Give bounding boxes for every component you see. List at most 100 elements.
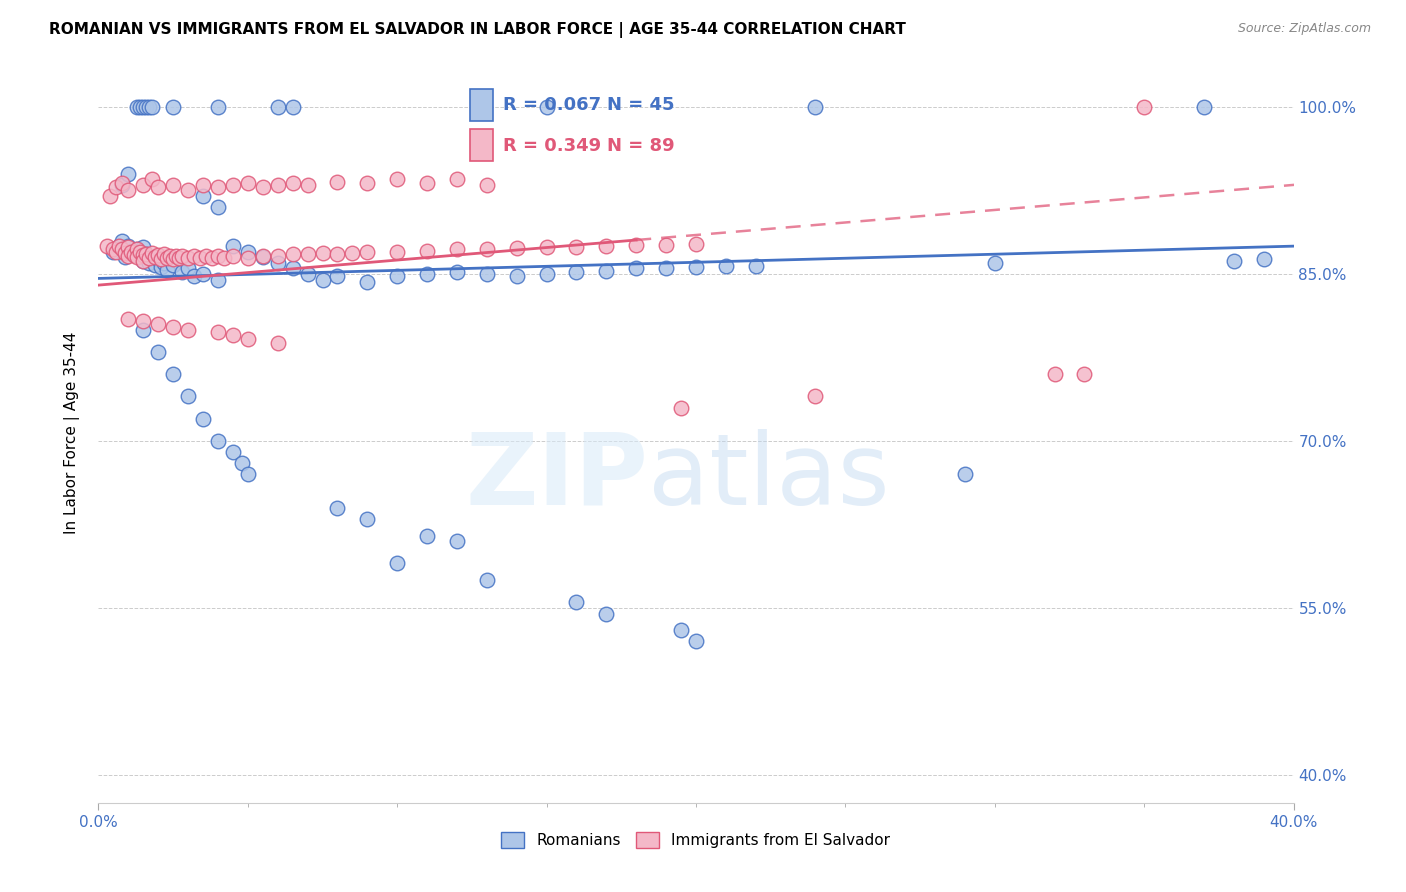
Point: [103, 243, 125, 257]
Point: [150, 252, 173, 267]
Point: [148, 345, 170, 359]
Point: [446, 243, 468, 257]
Point: [195, 249, 218, 263]
Point: [105, 244, 128, 259]
Point: [148, 252, 170, 267]
Point: [162, 178, 184, 192]
Text: ROMANIAN VS IMMIGRANTS FROM EL SALVADOR IN LABOR FORCE | AGE 35-44 CORRELATION C: ROMANIAN VS IMMIGRANTS FROM EL SALVADOR …: [49, 22, 905, 38]
Text: ZIP: ZIP: [465, 428, 648, 525]
Point: [177, 323, 200, 337]
Point: [159, 249, 181, 263]
Point: [236, 467, 259, 482]
Point: [1192, 100, 1215, 114]
Point: [326, 269, 349, 284]
Point: [655, 238, 678, 252]
Point: [1043, 367, 1066, 381]
Point: [177, 184, 200, 198]
Point: [162, 100, 184, 114]
Point: [117, 249, 139, 263]
Point: [135, 247, 157, 261]
Point: [252, 249, 274, 263]
Point: [156, 262, 179, 277]
Point: [129, 100, 152, 114]
Point: [138, 252, 160, 266]
Point: [138, 100, 160, 114]
Point: [132, 100, 155, 114]
Point: [565, 595, 588, 609]
Point: [177, 252, 200, 266]
Point: [111, 176, 134, 190]
Point: [1133, 100, 1156, 114]
Point: [207, 249, 229, 263]
Point: [311, 272, 333, 286]
Point: [953, 467, 976, 482]
Point: [129, 244, 152, 259]
Point: [212, 252, 235, 266]
Point: [207, 434, 229, 448]
Point: [162, 367, 184, 381]
Point: [207, 200, 229, 214]
Point: [281, 247, 304, 261]
Point: [117, 239, 139, 253]
Point: [385, 172, 409, 186]
Point: [117, 167, 139, 181]
Point: [167, 252, 190, 266]
Point: [565, 265, 588, 279]
Point: [150, 260, 173, 275]
Point: [385, 244, 409, 259]
Point: [177, 389, 200, 403]
Point: [222, 239, 245, 253]
Text: atlas: atlas: [648, 428, 890, 525]
Point: [132, 248, 155, 262]
Point: [165, 249, 187, 263]
Point: [297, 247, 319, 261]
Point: [172, 249, 194, 263]
Point: [129, 249, 152, 263]
Point: [297, 178, 319, 192]
Point: [281, 261, 304, 276]
Point: [356, 176, 378, 190]
Point: [984, 256, 1007, 270]
Point: [141, 250, 163, 264]
Point: [506, 269, 529, 284]
Point: [127, 243, 149, 257]
Point: [156, 252, 179, 266]
Point: [236, 244, 259, 259]
Point: [685, 634, 707, 648]
Point: [191, 178, 214, 192]
Point: [117, 240, 139, 254]
Point: [108, 239, 131, 253]
Point: [252, 180, 274, 194]
Point: [120, 244, 142, 259]
Point: [127, 100, 149, 114]
Point: [191, 189, 214, 203]
Point: [804, 100, 827, 114]
Point: [356, 244, 378, 259]
Point: [143, 250, 166, 264]
Point: [281, 100, 304, 114]
Point: [252, 250, 274, 264]
Point: [416, 176, 439, 190]
Point: [536, 100, 558, 114]
Point: [124, 247, 146, 261]
Point: [685, 236, 707, 251]
Point: [416, 267, 439, 281]
Point: [135, 100, 157, 114]
Point: [191, 411, 214, 425]
Point: [626, 238, 648, 252]
Point: [385, 269, 409, 284]
Y-axis label: In Labor Force | Age 35-44: In Labor Force | Age 35-44: [63, 332, 80, 533]
Point: [127, 250, 149, 264]
Point: [475, 573, 498, 587]
Point: [207, 100, 229, 114]
Point: [111, 234, 134, 248]
Point: [201, 252, 224, 266]
Point: [103, 244, 125, 259]
Point: [685, 260, 707, 275]
Point: [124, 248, 146, 262]
Point: [267, 336, 290, 351]
Point: [114, 245, 136, 260]
Point: [162, 320, 184, 334]
Point: [1073, 367, 1095, 381]
Point: [356, 275, 378, 289]
